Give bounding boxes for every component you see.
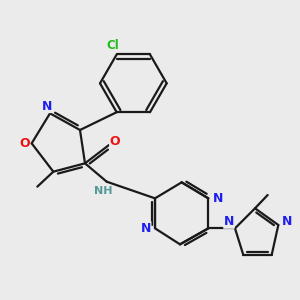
Text: N: N: [140, 222, 151, 235]
Text: N: N: [281, 215, 292, 228]
Text: N: N: [224, 215, 234, 228]
Text: N: N: [41, 100, 52, 112]
Text: O: O: [19, 137, 30, 150]
Text: NH: NH: [94, 186, 112, 196]
Text: O: O: [110, 135, 120, 148]
Text: N: N: [212, 192, 223, 205]
Text: Cl: Cl: [106, 39, 119, 52]
